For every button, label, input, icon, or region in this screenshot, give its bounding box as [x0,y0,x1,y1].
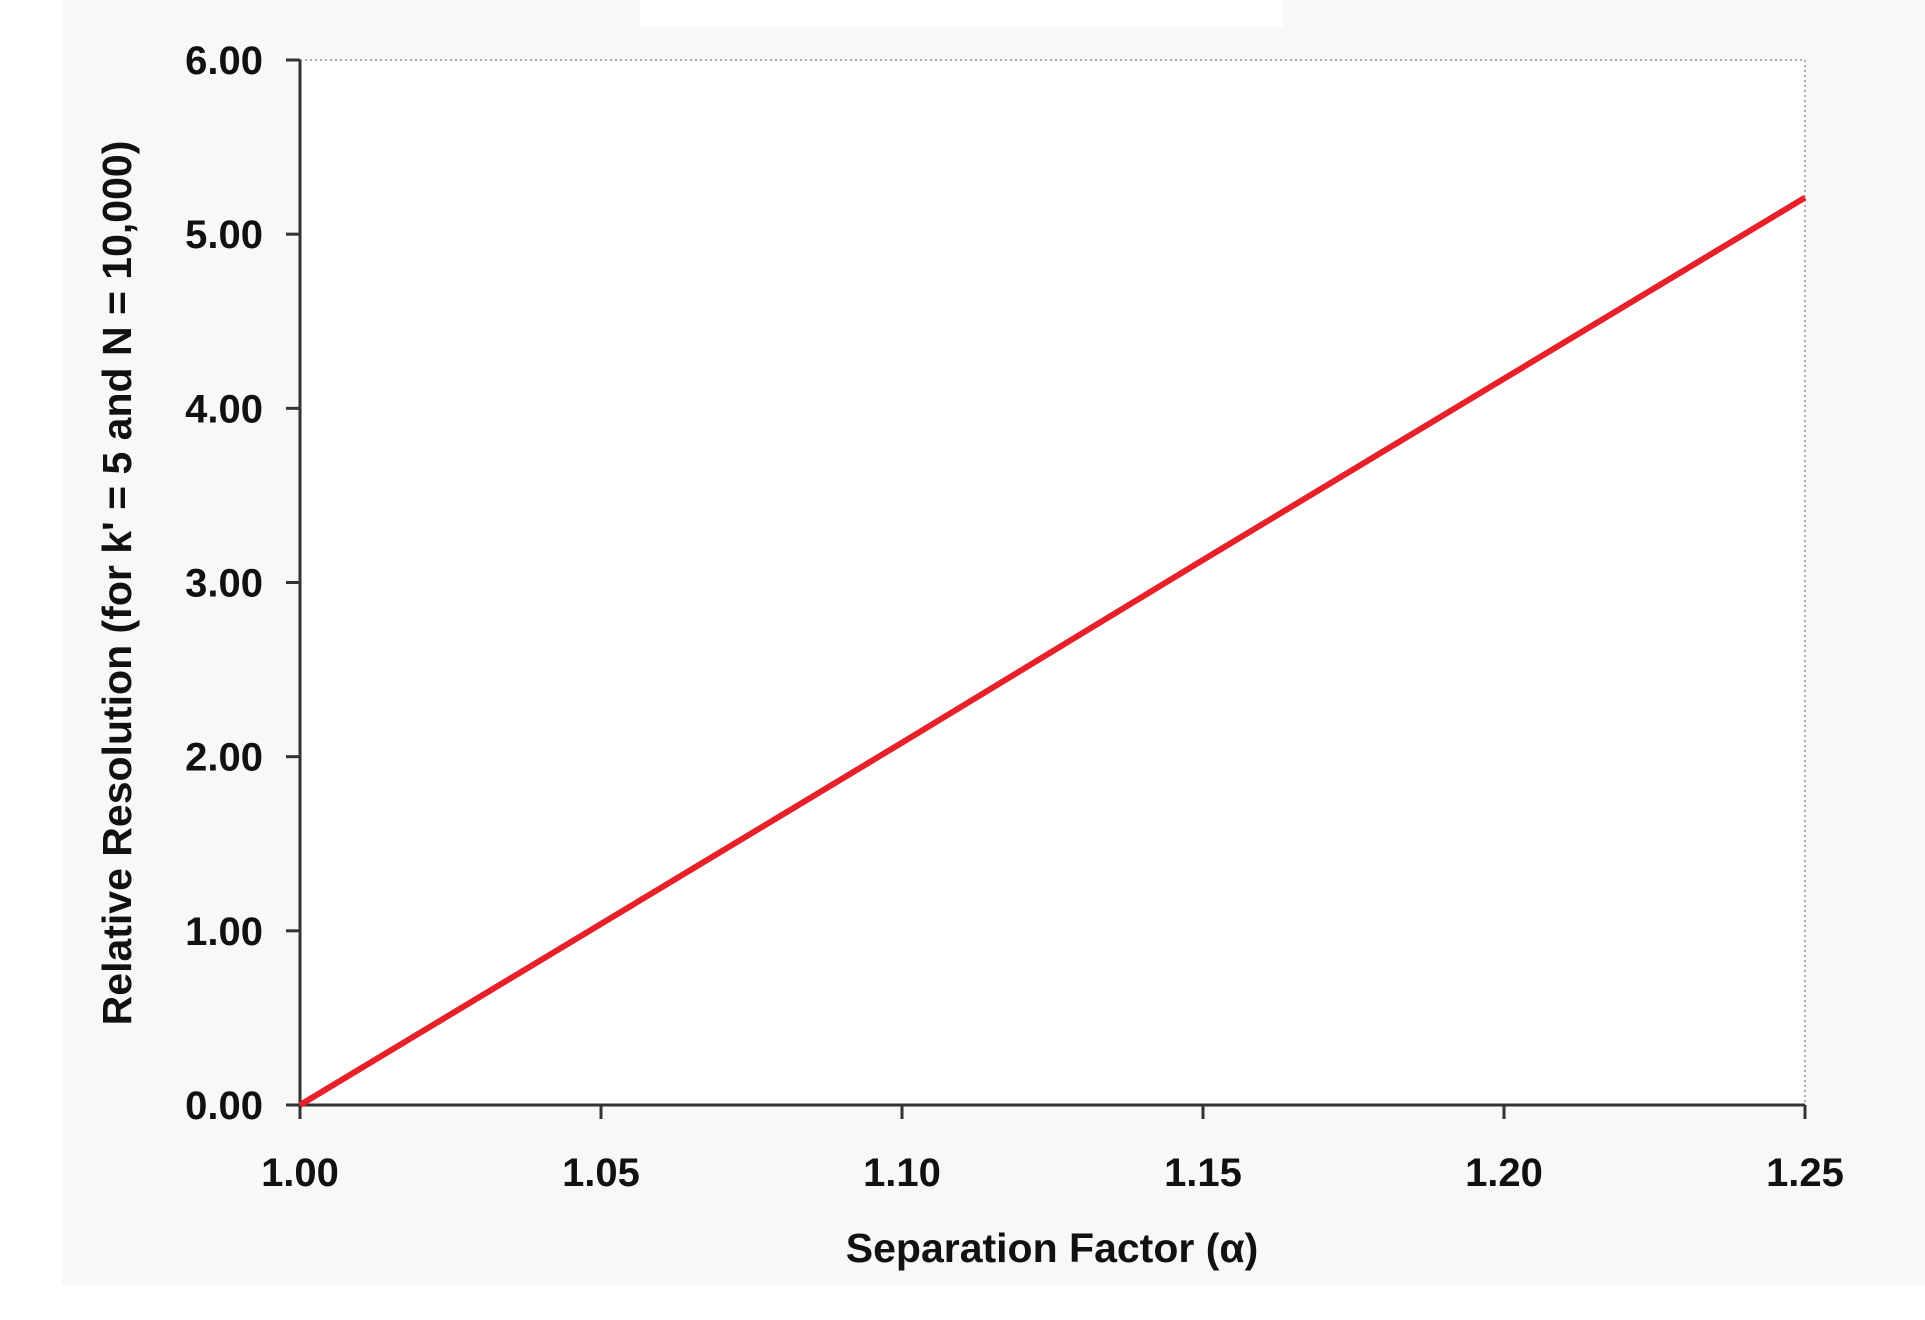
x-tick-label: 1.10 [863,1151,941,1195]
series-line [298,195,1807,1108]
x-tick-label: 1.20 [1465,1151,1543,1195]
y-axis-title: Relative Resolution (for k' = 5 and N = … [94,141,140,1026]
y-tick-label: 6.00 [185,39,263,83]
x-axis-title: Separation Factor (α) [846,1225,1258,1271]
x-axis-ticks: 1.00 1.05 1.10 1.15 1.20 1.25 [261,1105,1844,1195]
series-layer [298,195,1807,1108]
y-tick-label: 3.00 [185,562,263,606]
plot-area [300,60,1805,1105]
y-tick-label: 0.00 [185,1084,263,1128]
x-tick-label: 1.25 [1766,1151,1844,1195]
x-tick-label: 1.00 [261,1151,339,1195]
y-tick-label: 5.00 [185,213,263,257]
x-tick-label: 1.05 [562,1151,640,1195]
y-tick-label: 2.00 [185,736,263,780]
y-tick-label: 4.00 [185,387,263,431]
y-axis-ticks: 0.00 1.00 2.00 3.00 4.00 5.00 6.00 [185,39,300,1128]
x-tick-label: 1.15 [1164,1151,1242,1195]
y-tick-label: 1.00 [185,910,263,954]
title-box [640,0,1283,27]
